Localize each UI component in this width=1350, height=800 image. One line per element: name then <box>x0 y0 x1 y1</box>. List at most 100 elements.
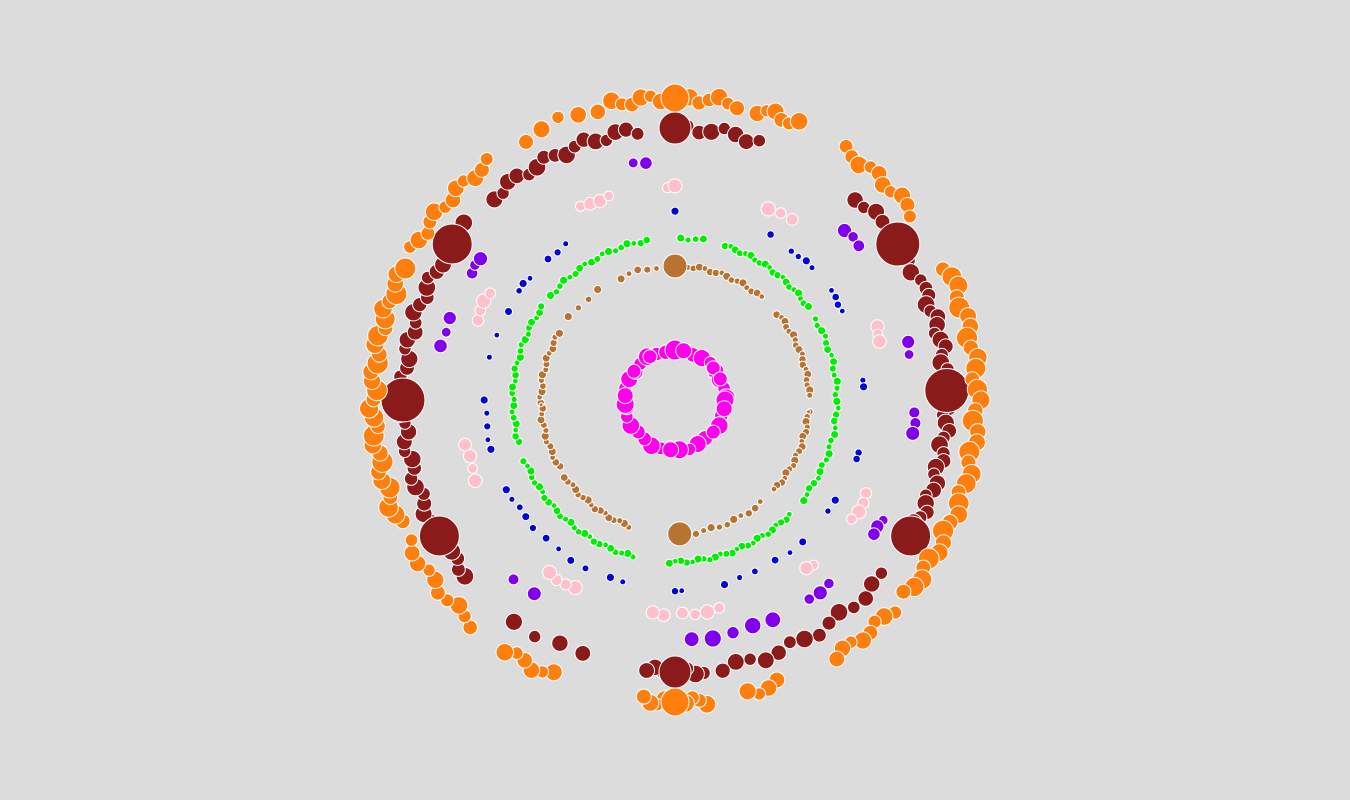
node-green <box>833 384 841 392</box>
node-green <box>516 347 525 355</box>
node-orange <box>589 103 607 121</box>
node-blue <box>605 572 616 583</box>
node-blue <box>486 444 496 454</box>
hub-node-darkred <box>658 655 692 689</box>
node-blue <box>770 555 780 565</box>
hub-node-brown <box>806 409 811 415</box>
node-purple <box>867 527 881 542</box>
node-pink <box>458 437 472 452</box>
hub-node-brown <box>667 521 693 547</box>
hub-node-magenta <box>642 349 658 365</box>
node-green <box>618 549 626 557</box>
node-green <box>799 496 809 506</box>
hub-node-darkred <box>924 368 970 413</box>
node-orange <box>404 533 419 547</box>
node-brown <box>711 268 720 278</box>
node-blue <box>833 300 843 309</box>
node-blue <box>830 495 840 505</box>
node-green <box>574 528 583 536</box>
node-pink <box>467 473 483 489</box>
node-orange <box>551 110 565 125</box>
node-blue <box>543 254 553 264</box>
node-pink <box>667 178 683 194</box>
node-green <box>575 263 585 273</box>
node-blue <box>553 248 562 257</box>
node-blue <box>515 287 523 295</box>
node-green <box>815 467 825 477</box>
node-green <box>611 247 620 255</box>
node-orange <box>728 100 746 117</box>
node-green <box>804 302 813 311</box>
node-blue <box>824 507 832 515</box>
node-brown <box>723 520 732 529</box>
node-green <box>511 432 520 441</box>
node-brown <box>737 512 745 519</box>
node-pink <box>774 207 787 219</box>
node-brown <box>706 523 716 533</box>
node-orange <box>403 544 421 562</box>
node-darkred <box>508 167 526 185</box>
node-brown <box>574 304 583 312</box>
node-green <box>527 317 537 327</box>
node-green <box>524 462 531 470</box>
node-darkred <box>812 627 827 643</box>
node-green <box>811 315 820 323</box>
node-green <box>822 456 830 464</box>
node-blue <box>483 422 492 431</box>
node-green <box>817 326 827 336</box>
node-darkred <box>504 612 524 631</box>
hub-node-magenta <box>616 387 634 405</box>
node-purple <box>823 577 835 590</box>
node-blue <box>787 247 795 255</box>
node-purple <box>472 251 489 267</box>
node-green <box>593 255 602 263</box>
node-brown <box>616 274 626 284</box>
node-purple <box>803 593 816 605</box>
node-green <box>827 436 835 445</box>
node-green <box>602 541 609 549</box>
node-orange <box>495 643 515 662</box>
node-pink <box>799 561 814 576</box>
node-darkred <box>770 644 787 661</box>
node-orange <box>902 209 917 224</box>
node-pink <box>713 602 726 614</box>
node-purple <box>639 156 653 170</box>
node-blue <box>493 331 501 339</box>
node-pink <box>872 334 887 349</box>
node-orange <box>394 257 417 280</box>
node-brown <box>750 503 760 513</box>
node-green <box>642 235 652 245</box>
node-blue <box>838 307 846 315</box>
node-blue <box>479 395 489 405</box>
node-pink <box>699 604 715 620</box>
node-brown <box>756 498 764 506</box>
node-brown <box>559 473 569 482</box>
node-green <box>764 530 773 539</box>
node-purple <box>442 310 457 326</box>
node-purple <box>852 239 866 253</box>
node-purple <box>433 338 448 354</box>
node-blue <box>485 353 493 361</box>
node-brown <box>625 270 633 278</box>
node-blue <box>521 512 531 522</box>
node-green <box>622 239 632 249</box>
node-green <box>834 404 842 412</box>
node-green <box>537 302 546 311</box>
node-purple <box>847 231 859 243</box>
node-brown <box>715 523 724 531</box>
node-pink <box>760 201 776 217</box>
node-green <box>804 484 814 493</box>
node-pink <box>462 449 478 464</box>
node-green <box>684 236 692 244</box>
node-purple <box>812 585 828 601</box>
node-green <box>829 416 839 426</box>
node-green <box>603 246 614 257</box>
hub-node-darkred <box>890 515 932 557</box>
node-green <box>691 235 700 244</box>
node-green <box>831 424 839 432</box>
node-blue <box>581 564 590 573</box>
node-darkred <box>874 566 889 580</box>
node-brown <box>554 328 565 338</box>
node-blue <box>766 230 775 239</box>
node-darkred <box>743 652 757 666</box>
